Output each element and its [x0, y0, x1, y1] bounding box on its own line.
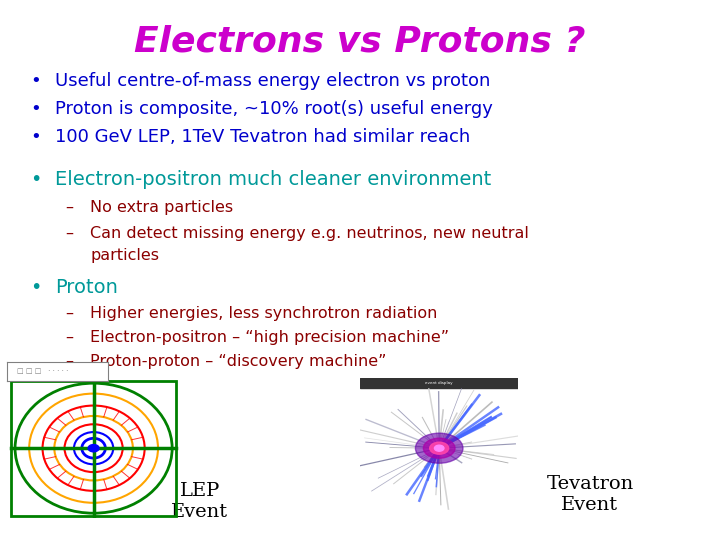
Text: –: – [65, 354, 73, 369]
Text: LEP
Event: LEP Event [171, 482, 228, 521]
Text: •: • [30, 100, 41, 118]
Text: particles: particles [90, 248, 159, 263]
Text: •: • [30, 278, 41, 297]
Text: –: – [65, 200, 73, 215]
Text: –: – [65, 226, 73, 241]
Text: Electrons vs Protons ?: Electrons vs Protons ? [134, 25, 586, 59]
Bar [360, 378, 518, 388]
Text: Can detect missing energy e.g. neutrinos, new neutral: Can detect missing energy e.g. neutrinos… [90, 226, 529, 241]
Text: Useful centre-of-mass energy electron vs proton: Useful centre-of-mass energy electron vs… [55, 72, 490, 90]
Text: event display: event display [426, 381, 453, 385]
Text: Proton-proton – “discovery machine”: Proton-proton – “discovery machine” [90, 354, 387, 369]
Text: Proton is composite, ~10% root(s) useful energy: Proton is composite, ~10% root(s) useful… [55, 100, 493, 118]
Text: •: • [30, 72, 41, 90]
Circle shape [430, 442, 449, 454]
Circle shape [423, 438, 455, 458]
Text: Proton: Proton [55, 278, 118, 297]
Text: •: • [30, 128, 41, 146]
Text: –: – [65, 330, 73, 345]
Circle shape [415, 433, 463, 463]
Text: □ □ □   · · · · ·: □ □ □ · · · · · [17, 368, 68, 374]
Text: Higher energies, less synchrotron radiation: Higher energies, less synchrotron radiat… [90, 306, 437, 321]
Circle shape [88, 444, 99, 452]
Text: Tevatron
Event: Tevatron Event [546, 475, 634, 514]
Text: Electron-positron – “high precision machine”: Electron-positron – “high precision mach… [90, 330, 449, 345]
Text: 100 GeV LEP, 1TeV Tevatron had similar reach: 100 GeV LEP, 1TeV Tevatron had similar r… [55, 128, 470, 146]
Text: •: • [30, 170, 41, 189]
Circle shape [434, 445, 444, 451]
Text: –: – [65, 306, 73, 321]
Text: No extra particles: No extra particles [90, 200, 233, 215]
Text: Electron-positron much cleaner environment: Electron-positron much cleaner environme… [55, 170, 491, 189]
